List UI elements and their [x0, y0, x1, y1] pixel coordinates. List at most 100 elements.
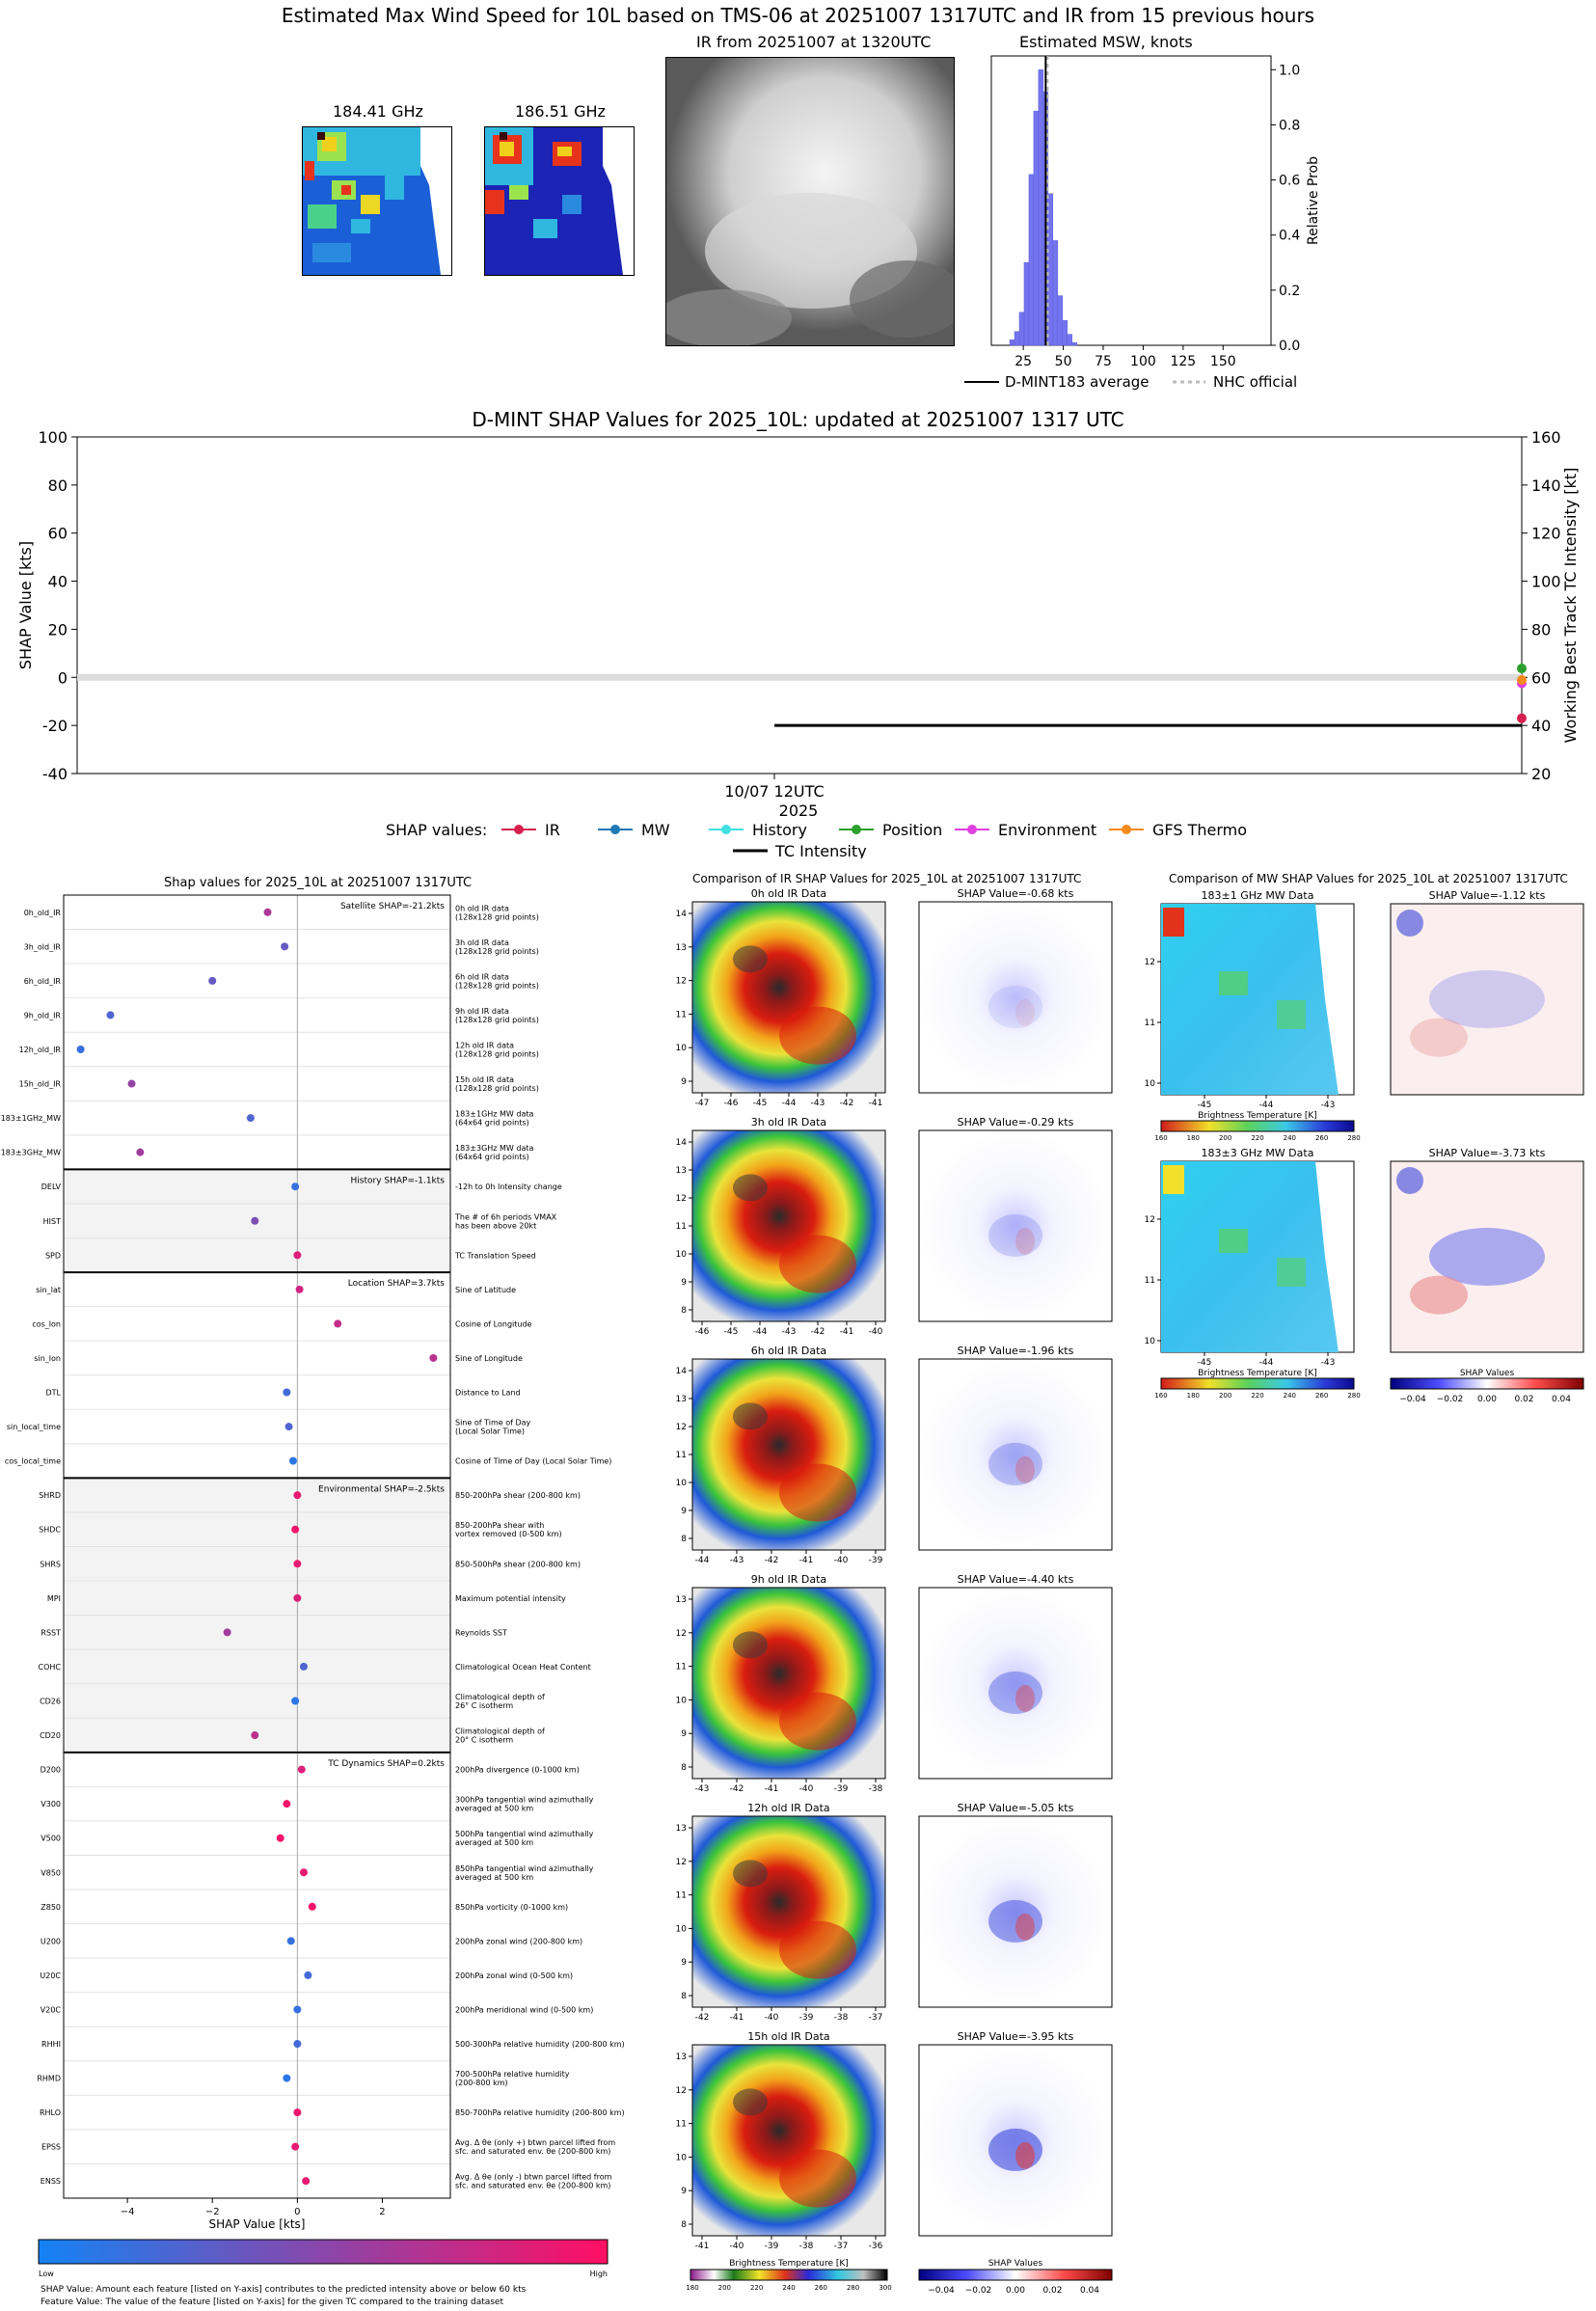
ir-panel-label: 12h old IR Data	[747, 1802, 829, 1814]
ir-panel-image	[691, 2044, 886, 2237]
ir-xtick-label: -43	[782, 1327, 797, 1337]
feature-name: V20C	[41, 2005, 62, 2014]
mw-shap-label: SHAP Value=-1.12 kts	[1429, 889, 1546, 902]
feature-point	[283, 1388, 291, 1397]
ts-ytick-left-label: 20	[48, 620, 68, 639]
group-label: Location SHAP=3.7kts	[348, 1279, 446, 1289]
mw-xtick-label: -44	[1259, 1358, 1274, 1368]
feature-name: V850	[41, 1868, 61, 1877]
feature-description: Distance to Land	[455, 1389, 521, 1398]
mw-cb-tick: 260	[1315, 1392, 1328, 1400]
feature-point	[136, 1148, 145, 1156]
mw-ytick-label: 10	[1145, 1337, 1156, 1346]
ir-ytick-label: 12	[676, 1194, 687, 1204]
ir-ytick-label: 13	[676, 943, 687, 953]
ir-shap-positive	[1015, 1455, 1035, 1483]
ir-shap-negative	[988, 2128, 1042, 2171]
mw-cb-tick: 280	[1347, 1134, 1360, 1142]
feature-description: sfc. and saturated env. θe (200-800 km)	[455, 2147, 610, 2156]
ir-ytick-label: 11	[676, 2120, 687, 2130]
ir-panel-core	[733, 1631, 768, 1659]
shap-ts-title: D-MINT SHAP Values for 2025_10L: updated…	[472, 408, 1124, 431]
feature-name: ENSS	[41, 2177, 61, 2186]
ir-xtick-label: -42	[730, 1784, 744, 1794]
feature-point	[223, 1628, 231, 1637]
feature-name: sin_lat	[36, 1286, 61, 1294]
mw-cb-tick: 180	[1187, 1134, 1200, 1142]
ir-panel-label: 0h old IR Data	[751, 887, 826, 900]
feature-name: V300	[41, 1800, 61, 1808]
hist-xtick-label: 75	[1095, 354, 1112, 369]
feature-description: 300hPa tangential wind azimuthally	[455, 1796, 594, 1805]
ir-shap-negative	[988, 1899, 1042, 1943]
feature-name: 0h_old_IR	[24, 909, 62, 917]
feature-point	[293, 1560, 302, 1568]
ir-ytick-label: 14	[676, 910, 688, 919]
ir-xtick-label: -46	[724, 1099, 739, 1108]
feature-point	[288, 1456, 297, 1465]
hist-bar	[1033, 110, 1040, 346]
ir-panel-cell	[779, 1006, 856, 1065]
feature-description: TC Translation Speed	[454, 1251, 536, 1260]
ir-shap-cb-tick: 0.04	[1080, 2286, 1099, 2296]
ir-panel-core	[733, 1402, 768, 1430]
mw-shap-positive	[1410, 1018, 1468, 1057]
hist-bar	[1028, 174, 1035, 346]
feature-description: (128x128 grid points)	[455, 912, 539, 921]
feature-name: sin_local_time	[7, 1423, 61, 1431]
ts-ytick-right-label: 160	[1531, 428, 1561, 447]
feature-name: SHRS	[40, 1560, 61, 1568]
mw-cb-tick: 280	[1347, 1392, 1360, 1400]
feature-name: cos_lon	[32, 1319, 61, 1328]
feature-description: 3h old IR data	[455, 938, 509, 947]
feature-description: 200hPa meridional wind (0-500 km)	[455, 2005, 593, 2014]
feature-description: 20° C isotherm	[455, 1736, 513, 1745]
ir-shap-colorbar	[918, 2269, 1113, 2281]
footnote-shap: SHAP Value: Amount each feature [listed …	[41, 2285, 527, 2295]
ir-ytick-label: 10	[676, 1250, 688, 1260]
ir-xtick-label: -42	[765, 1556, 779, 1565]
feature-point	[299, 1868, 308, 1877]
ir-shap-image	[918, 1815, 1113, 2008]
legend-label: Position	[882, 821, 942, 839]
ir-xtick-label: -44	[695, 1556, 710, 1565]
feature-description: (Local Solar Time)	[455, 1427, 525, 1436]
legend-marker	[1122, 825, 1131, 834]
ir-xtick-label: -42	[840, 1099, 854, 1108]
mw-ytick-label: 12	[1145, 1215, 1155, 1225]
mw-cb-tick: 180	[1187, 1392, 1200, 1400]
feature-description: 850-700hPa relative humidity (200-800 km…	[455, 2108, 625, 2117]
ir-ytick-label: 14	[676, 1138, 688, 1148]
feature-description: 12h old IR data	[455, 1041, 514, 1049]
ts-ytick-left-label: 60	[48, 525, 68, 543]
ir-ytick-label: 11	[676, 1451, 687, 1460]
ir-xtick-label: -40	[730, 2242, 744, 2251]
feature-description: (64x64 grid points)	[455, 1119, 529, 1128]
mw-ytick-label: 10	[1145, 1079, 1156, 1089]
mw186-title: 186.51 GHz	[515, 102, 606, 121]
ir-shap-positive	[1015, 1913, 1035, 1941]
feature-point	[283, 1800, 291, 1808]
ir-xtick-label: -37	[869, 2013, 883, 2023]
feature-description: 15h old IR data	[455, 1075, 514, 1084]
hist-xtick-label: 25	[1014, 354, 1032, 369]
ir-shap-cb-tick: −0.02	[965, 2286, 992, 2296]
mw-panel-swath	[1161, 904, 1339, 1095]
hist-xtick-label: 125	[1170, 354, 1196, 369]
ts-ytick-right-label: 60	[1531, 668, 1551, 687]
ir-xtick-label: -37	[834, 2242, 849, 2251]
feature-point	[302, 2177, 311, 2186]
feature-description: 0h old IR data	[455, 904, 509, 912]
ir-panel-core	[733, 1860, 768, 1888]
ir-ytick-label: 9	[681, 1729, 687, 1739]
hist-ylabel: Relative Prob	[1306, 156, 1321, 245]
ir-shap-positive	[1015, 1227, 1035, 1255]
ir-ytick-label: 8	[681, 2220, 687, 2230]
ir-xtick-label: -45	[753, 1099, 768, 1108]
mw-ytick-label: 11	[1145, 1276, 1155, 1286]
feature-point	[127, 1079, 136, 1088]
ir-shap-cb-tick: 0.02	[1042, 2286, 1062, 2296]
feature-frame	[63, 894, 451, 2199]
feature-description: 850-500hPa shear (200-800 km)	[455, 1560, 581, 1568]
feature-point	[291, 1697, 300, 1705]
